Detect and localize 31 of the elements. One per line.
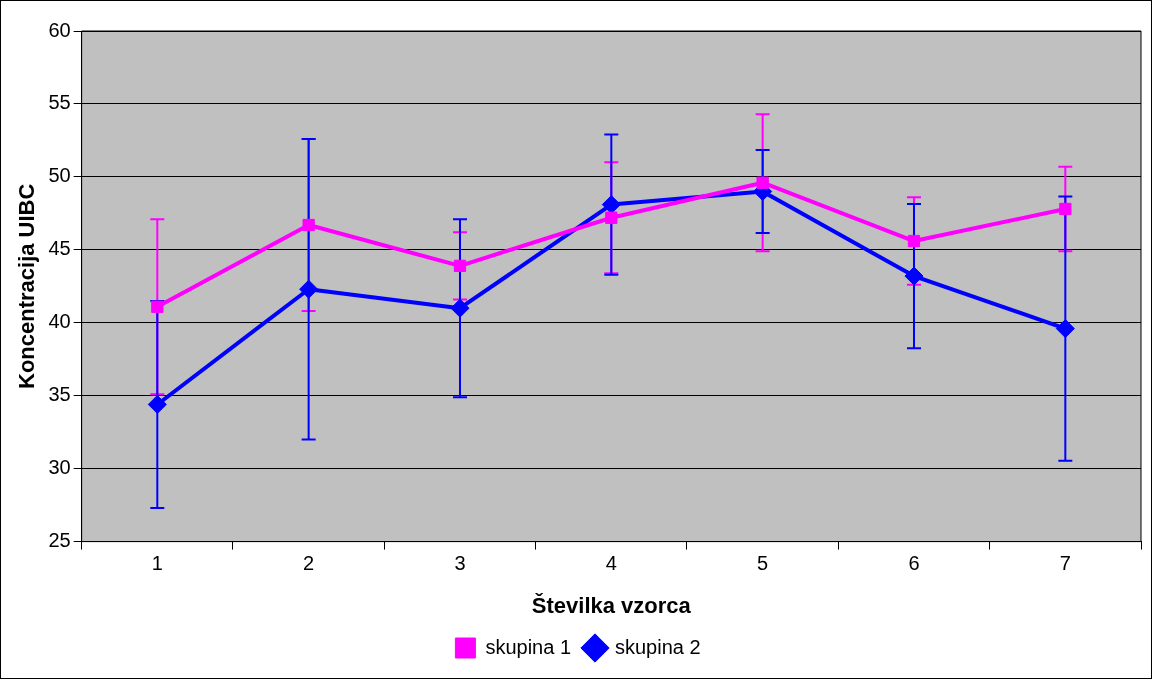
point: [1059, 202, 1072, 216]
point: [302, 218, 315, 232]
y-axis-title: Koncentracija UIBC: [14, 183, 40, 389]
point: [453, 259, 467, 273]
x-axis-title: Številka vzorca: [531, 592, 692, 618]
point: [450, 298, 470, 318]
x-tick-label: 7: [1059, 552, 1071, 575]
legend-label: skupina 1: [485, 635, 572, 658]
legend-label: skupina 2: [615, 635, 701, 658]
y-tick-label: 25: [48, 529, 71, 552]
point: [907, 234, 921, 248]
point: [299, 279, 319, 299]
x-tick-label: 3: [454, 552, 466, 575]
y-tick-label: 60: [48, 18, 71, 41]
y-tick-label: 50: [48, 164, 71, 187]
y-tick-label: 40: [48, 310, 71, 333]
point: [147, 394, 167, 414]
y-tick-label: 45: [48, 237, 71, 260]
point: [1055, 319, 1075, 339]
y-tick-label: 30: [48, 456, 71, 479]
point: [756, 176, 769, 189]
y-tick-label: 55: [48, 91, 71, 114]
x-tick-label: 6: [908, 552, 920, 575]
point: [605, 211, 618, 224]
y-tick-label: 35: [48, 383, 71, 406]
x-tick-label: 1: [151, 552, 163, 575]
point: [904, 266, 924, 286]
point: [151, 300, 164, 313]
x-tick-label: 2: [303, 552, 315, 575]
x-tick-label: 5: [757, 552, 769, 575]
x-tick-label: 4: [605, 552, 617, 575]
